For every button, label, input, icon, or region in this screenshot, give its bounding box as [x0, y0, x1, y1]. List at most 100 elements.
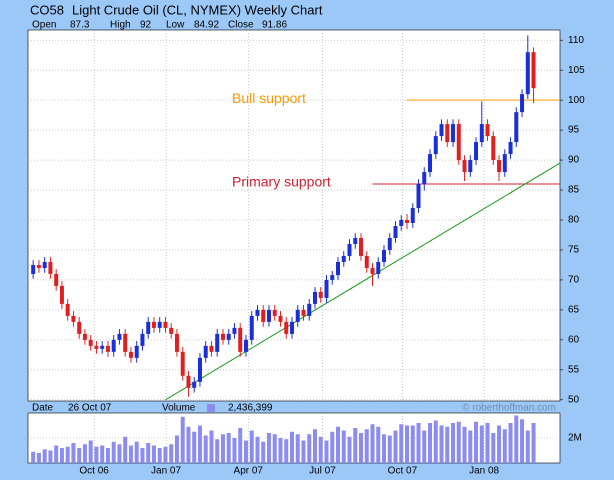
x-tick-label: Oct 07: [388, 466, 418, 477]
candle-body: [220, 333, 225, 340]
volume-bar: [209, 430, 214, 463]
open-label: Open: [32, 20, 56, 31]
volume-bar: [393, 430, 398, 463]
volume-bar: [123, 436, 128, 463]
candle-body: [31, 264, 36, 274]
close-value: 91.86: [262, 20, 287, 31]
candle-body: [456, 124, 461, 161]
volume-bar: [479, 425, 484, 463]
candle-body: [146, 321, 151, 334]
candle-body: [180, 351, 185, 376]
volume-bar: [94, 446, 99, 463]
candle-body: [59, 285, 64, 304]
x-tick-label: Jul 07: [309, 466, 336, 477]
candle-body: [186, 375, 191, 388]
candle-body: [514, 112, 519, 143]
candle-body: [468, 160, 473, 173]
volume-bar: [491, 433, 496, 463]
candle-body: [123, 333, 128, 352]
y-tick-label: 100: [568, 95, 585, 106]
volume-bar: [301, 440, 306, 463]
volume-bar: [128, 445, 133, 463]
volume-bar: [65, 446, 70, 463]
y-tick-label: 105: [568, 65, 585, 76]
y-tick-label: 85: [568, 185, 580, 196]
candle-body: [82, 333, 87, 340]
volume-bar: [508, 423, 513, 463]
support-label: Bull support: [232, 90, 306, 106]
candle-body: [192, 381, 197, 388]
candle-body: [445, 124, 450, 143]
volume-bar: [249, 430, 254, 463]
y-tick-label: 55: [568, 364, 580, 375]
candle-body: [157, 321, 162, 328]
volume-bar: [134, 441, 139, 463]
volume-bar: [376, 426, 381, 463]
volume-bar: [54, 445, 59, 463]
volume-bar: [203, 435, 208, 463]
volume-bar: [485, 423, 490, 463]
candle-body: [479, 124, 484, 143]
candle-body: [77, 321, 82, 334]
open-value: 87.3: [70, 20, 90, 31]
candle-body: [382, 249, 387, 262]
date-label: Date: [32, 403, 54, 414]
candle-body: [94, 345, 99, 349]
volume-tick-label: 2M: [568, 433, 582, 444]
candle-body: [174, 333, 179, 352]
candle-body: [295, 309, 300, 322]
volume-bar: [232, 438, 237, 463]
candle-body: [307, 303, 312, 316]
volume-bar: [192, 431, 197, 463]
volume-bar: [445, 426, 450, 463]
volume-bar: [428, 423, 433, 463]
candle-body: [520, 94, 525, 113]
candle-body: [226, 333, 231, 340]
volume-bar: [456, 421, 461, 463]
price-panel: [27, 29, 561, 402]
candle-body: [71, 315, 76, 322]
volume-bar: [140, 448, 145, 463]
candle-body: [502, 154, 507, 173]
candle-body: [405, 219, 410, 223]
volume-bar: [36, 453, 41, 463]
volume-bar: [497, 425, 502, 463]
volume-bar: [353, 428, 358, 463]
volume-bar: [48, 450, 53, 463]
volume-bar: [347, 436, 352, 463]
volume-bar: [272, 434, 277, 463]
y-tick-label: 80: [568, 215, 580, 226]
candle-body: [433, 136, 438, 155]
candle-body: [324, 279, 329, 298]
candle-body: [151, 321, 156, 328]
volume-bar: [197, 425, 202, 463]
candle-body: [203, 345, 208, 358]
volume-bar: [341, 430, 346, 463]
volume-bar: [318, 436, 323, 463]
volume-bar: [180, 416, 185, 463]
volume-bar: [82, 444, 87, 463]
volume-bar: [71, 443, 76, 463]
volume-bar: [433, 420, 438, 463]
candle-body: [88, 339, 93, 346]
volume-bar: [31, 451, 36, 463]
candle-body: [387, 237, 392, 250]
candle-body: [128, 351, 133, 358]
low-label: Low: [166, 20, 185, 31]
y-tick-label: 75: [568, 245, 580, 256]
volume-bar: [335, 426, 340, 463]
candle-body: [134, 345, 139, 358]
candle-body: [284, 321, 289, 334]
volume-value: 2,436,399: [228, 403, 273, 414]
y-tick-label: 65: [568, 305, 580, 316]
candle-body: [347, 243, 352, 256]
high-value: 92: [140, 20, 152, 31]
volume-bar: [387, 435, 392, 463]
volume-bar: [220, 434, 225, 463]
volume-bar: [474, 421, 479, 463]
candle-body: [359, 237, 364, 256]
candle-body: [330, 275, 335, 280]
volume-bar: [451, 423, 456, 463]
volume-bar: [59, 448, 64, 463]
